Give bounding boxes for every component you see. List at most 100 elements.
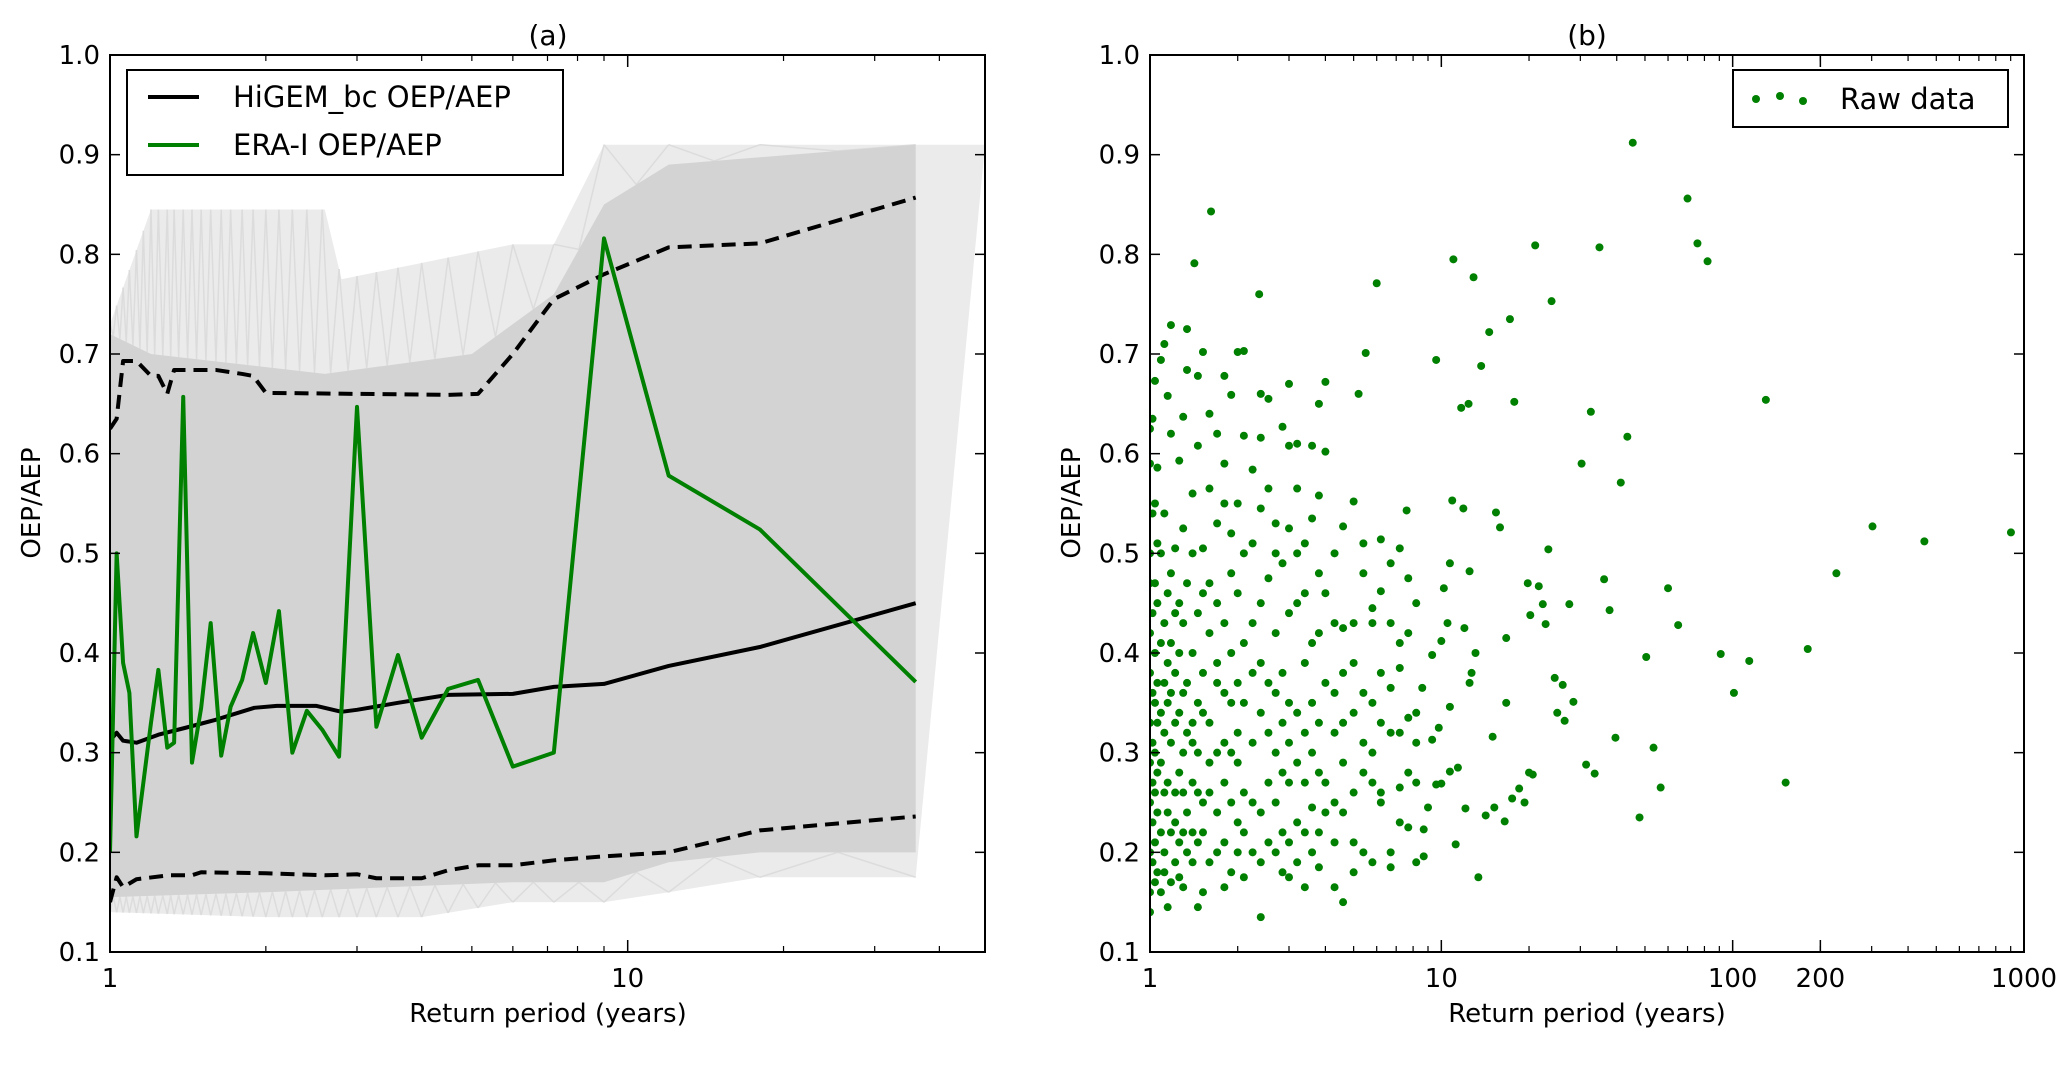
scatter-point xyxy=(1590,769,1599,778)
scatter-point xyxy=(1163,658,1172,667)
scatter-point xyxy=(1220,619,1229,628)
scatter-point xyxy=(1428,650,1437,659)
scatter-point xyxy=(1193,903,1202,912)
scatter-point xyxy=(1153,808,1162,817)
scatter-point xyxy=(1656,783,1665,792)
series-line-era-i-oep-aep xyxy=(110,236,918,853)
scatter-point xyxy=(1156,708,1165,717)
scatter-point xyxy=(1386,728,1395,737)
scatter-point xyxy=(1520,798,1529,807)
legend-box xyxy=(126,69,564,176)
scatter-point xyxy=(1220,778,1229,787)
scatter-point xyxy=(1256,389,1265,398)
scatter-point xyxy=(1321,447,1330,456)
scatter-point xyxy=(1175,456,1184,465)
series-line-higem-bc-oep-aep xyxy=(110,601,917,745)
scatter-point xyxy=(1330,728,1339,737)
scatter-point xyxy=(1404,629,1413,638)
scatter-point xyxy=(1150,376,1159,385)
scatter-point xyxy=(1308,514,1317,523)
scatter-point xyxy=(1453,763,1462,772)
scatter-point xyxy=(1213,599,1222,608)
ensemble-spike xyxy=(252,889,267,918)
scatter-point xyxy=(1386,559,1395,568)
scatter-point xyxy=(1271,688,1280,697)
scatter-point xyxy=(1314,629,1323,638)
scatter-point xyxy=(1300,883,1309,892)
scatter-point xyxy=(1595,243,1604,252)
legend-label-era: ERA-I OEP/AEP xyxy=(233,128,442,162)
scatter-point xyxy=(1293,439,1302,448)
scatter-point xyxy=(1531,241,1540,250)
scatter-point xyxy=(1635,813,1644,822)
scatter-point xyxy=(1703,257,1712,266)
scatter-point xyxy=(1153,463,1162,472)
scatter-point xyxy=(1220,838,1229,847)
scatter-point xyxy=(1605,606,1614,615)
scatter-point xyxy=(1171,609,1180,618)
scatter-point xyxy=(1248,798,1257,807)
y-tick-label: 1.0 xyxy=(59,41,100,71)
scatter-point xyxy=(1424,803,1433,812)
scatter-point xyxy=(1368,698,1377,707)
scatter-point xyxy=(1300,589,1309,598)
scatter-point xyxy=(1395,639,1404,648)
y-tick-label: 0.9 xyxy=(59,141,100,171)
scatter-point xyxy=(1300,539,1309,548)
scatter-point xyxy=(1233,499,1242,508)
scatter-point xyxy=(1488,732,1497,741)
scatter-point xyxy=(1404,713,1413,722)
scatter-point xyxy=(1496,523,1505,532)
scatter-point xyxy=(1541,620,1550,629)
scatter-point xyxy=(1428,735,1437,744)
scatter-point xyxy=(1674,621,1683,630)
scatter-point xyxy=(1459,504,1468,513)
scatter-point xyxy=(1278,718,1287,727)
scatter-point xyxy=(1205,579,1214,588)
scatter-point xyxy=(1477,361,1486,370)
scatter-point xyxy=(1278,768,1287,777)
scatter-point xyxy=(1220,738,1229,747)
scatter-point xyxy=(1395,818,1404,827)
scatter-point xyxy=(1166,321,1175,330)
scatter-point xyxy=(1256,433,1265,442)
x-tick-label: 10 xyxy=(611,964,644,994)
scatter-point xyxy=(1156,549,1165,558)
scatter-point xyxy=(1233,678,1242,687)
y-tick-label: 0.2 xyxy=(1099,838,1140,868)
scatter-point xyxy=(1183,579,1192,588)
panel-b-legend: Raw data xyxy=(1732,69,2009,128)
scatter-point xyxy=(1179,619,1188,628)
scatter-point xyxy=(1538,600,1547,609)
scatter-point xyxy=(1419,852,1428,861)
scatter-point xyxy=(1227,529,1236,538)
scatter-point xyxy=(1308,441,1317,450)
y-tick-label: 0.8 xyxy=(59,240,100,270)
y-tick-label: 0.7 xyxy=(1099,340,1140,370)
scatter-point xyxy=(1198,544,1207,553)
scatter-point xyxy=(1349,868,1358,877)
scatter-point xyxy=(1464,399,1473,408)
ensemble-spike xyxy=(122,269,131,343)
scatter-point xyxy=(1359,569,1368,578)
scatter-point xyxy=(1198,798,1207,807)
scatter-point xyxy=(1432,780,1441,789)
scatter-point xyxy=(1508,794,1517,803)
scatter-point xyxy=(1227,698,1236,707)
scatter-point xyxy=(1460,624,1469,633)
scatter-point xyxy=(1153,768,1162,777)
scatter-point xyxy=(1339,808,1348,817)
scatter-point xyxy=(1386,848,1395,857)
scatter-point xyxy=(1160,340,1169,349)
scatter-point xyxy=(1193,838,1202,847)
scatter-point xyxy=(1166,738,1175,747)
scatter-point xyxy=(1166,878,1175,887)
scatter-point xyxy=(1179,788,1188,797)
scatter-point xyxy=(1395,544,1404,553)
scatter-point xyxy=(1220,371,1229,380)
scatter-point xyxy=(1163,808,1172,817)
scatter-point xyxy=(1175,768,1184,777)
scatter-point xyxy=(1300,778,1309,787)
scatter-point xyxy=(1664,584,1673,593)
scatter-point xyxy=(1523,579,1532,588)
